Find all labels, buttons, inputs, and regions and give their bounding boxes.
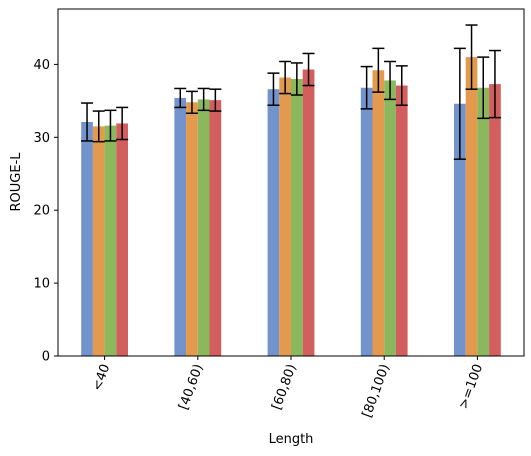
bars-layer [81,57,501,357]
x-axis: <40 [40,60) [60,80) [80,100) >=100 [90,356,486,420]
y-tick-label: 40 [33,58,50,73]
bar [116,123,128,356]
y-axis-title: ROUGE-L [9,152,24,212]
x-tick-label: >=100 [456,362,486,411]
error-bar [279,60,292,95]
error-bar [209,88,222,112]
x-tick-label: [60,80) [269,362,299,412]
bar [104,125,117,356]
error-bar [302,52,315,87]
error-bar [488,49,501,119]
error-bar [92,110,105,143]
error-bar [174,87,187,109]
error-bar [465,24,478,90]
x-tick-label: [80,100) [360,362,393,419]
error-bar [395,65,408,106]
bar [395,85,408,356]
bar [209,100,222,357]
x-tick-label: [40,60) [176,362,206,412]
error-bar [453,47,466,160]
bar [477,87,490,356]
bar [174,97,187,356]
y-axis: 0 10 20 30 40 [33,58,58,365]
y-tick-label: 0 [42,350,50,365]
bar [197,99,210,356]
error-bar [197,87,210,112]
errorbars-layer [81,24,501,160]
bar [465,57,478,357]
error-bar [81,102,94,142]
bar [360,87,373,356]
bar [489,84,501,356]
bar [267,89,280,356]
error-bar [360,65,373,110]
bar [186,102,198,356]
error-bar [384,60,397,101]
error-bar [185,90,198,114]
bar [372,70,385,357]
y-tick-label: 20 [33,204,50,219]
bar [302,69,315,356]
error-bar [477,56,490,120]
x-axis-title: Length [269,432,314,447]
bar [454,103,466,357]
bar [291,78,303,356]
y-tick-label: 30 [33,131,50,146]
bar [384,80,396,356]
bar [279,77,291,356]
error-bar [290,62,303,96]
bar [81,121,93,357]
error-bar [116,106,129,141]
error-bar [267,72,280,106]
error-bar [104,109,117,142]
y-tick-label: 10 [33,277,50,292]
x-tick-label: <40 [90,362,113,393]
bar [92,126,105,357]
error-bar [372,47,385,93]
